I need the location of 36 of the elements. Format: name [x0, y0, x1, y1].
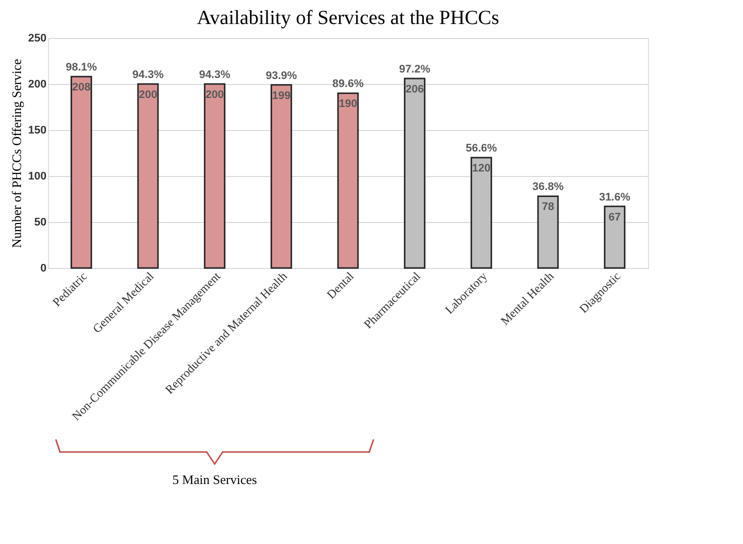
data-label: 78 — [542, 201, 554, 214]
data-label: 190 — [338, 98, 358, 110]
annotation: 97.2% — [399, 63, 430, 76]
bar — [70, 76, 92, 269]
annotation: 89.6% — [332, 78, 364, 90]
data-label: 199 — [272, 90, 291, 102]
data-label: 67 — [608, 211, 621, 224]
bar — [604, 206, 626, 269]
y-tick-label: 50 — [34, 216, 46, 228]
bar — [137, 83, 159, 269]
y-tick-label: 150 — [28, 124, 46, 136]
data-label: 120 — [472, 162, 491, 175]
bar — [204, 83, 226, 269]
bar — [404, 78, 426, 269]
annotation: 98.1% — [66, 62, 98, 74]
data-label: 200 — [205, 89, 224, 101]
y-axis-title: Number of PHCCs Offering Service — [9, 58, 24, 248]
y-tick-label: 100 — [28, 170, 46, 182]
bar — [537, 195, 559, 269]
y-tick-label: 200 — [28, 78, 46, 90]
data-label: 200 — [138, 89, 158, 101]
annotation: 56.6% — [466, 142, 498, 155]
annotation: 31.6% — [599, 191, 630, 204]
chart-title: Availability of Services at the PHCCs — [196, 7, 500, 29]
annotation: 93.9% — [266, 70, 298, 82]
text: 5 Main Services — [172, 472, 257, 487]
y-tick-label: 250 — [28, 32, 46, 44]
bar — [270, 84, 292, 269]
data-label: 208 — [72, 82, 91, 94]
annotation: 36.8% — [532, 181, 564, 194]
y-tick-label: 0 — [40, 262, 46, 274]
bar — [470, 156, 492, 269]
annotation: 94.3% — [199, 69, 230, 81]
annotation: 94.3% — [132, 69, 164, 81]
data-label: 206 — [405, 83, 424, 96]
bar — [337, 92, 359, 269]
